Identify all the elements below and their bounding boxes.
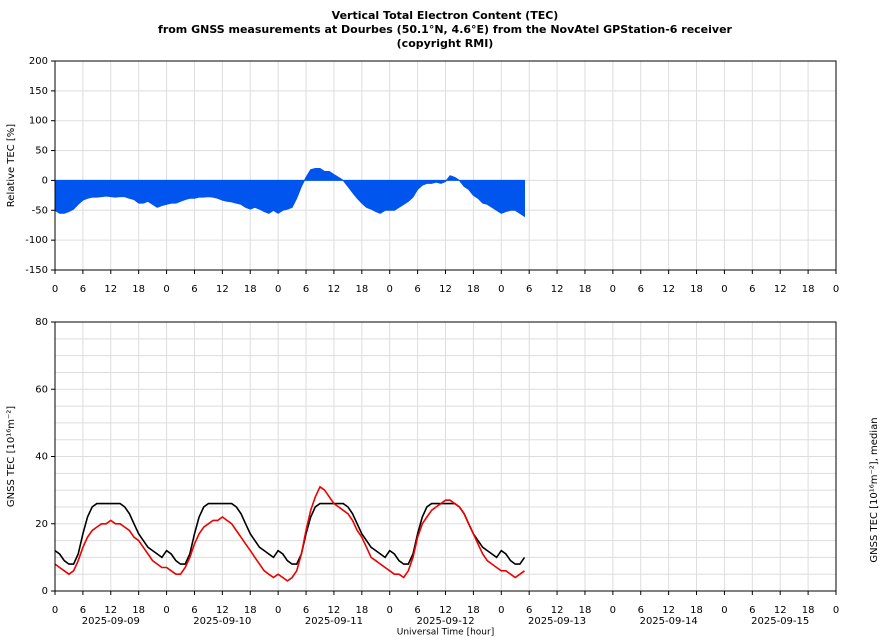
day-label: 2025-09-14 (640, 616, 698, 627)
x-tick-label: 18 (467, 284, 480, 295)
x-tick-label: 12 (662, 284, 675, 295)
y-tick-label: 200 (29, 56, 48, 67)
x-tick-label: 6 (638, 284, 644, 295)
day-label: 2025-09-10 (193, 616, 251, 627)
x-tick-label: 12 (328, 284, 341, 295)
x-tick-label: 6 (80, 284, 86, 295)
x-tick-label: 18 (802, 284, 815, 295)
x-tick-label: 18 (690, 284, 703, 295)
x-tick-label: 6 (80, 605, 86, 616)
y-tick-label: -100 (25, 235, 48, 246)
x-tick-label: 18 (244, 605, 257, 616)
day-label: 2025-09-11 (305, 616, 363, 627)
y-tick-label: 80 (35, 317, 48, 328)
y-tick-label: 60 (35, 384, 48, 395)
x-tick-label: 6 (303, 284, 309, 295)
x-tick-label: 0 (275, 605, 281, 616)
x-tick-label: 6 (191, 605, 197, 616)
x-tick-label: 12 (104, 284, 117, 295)
x-tick-label: 0 (275, 284, 281, 295)
y-tick-label: 50 (35, 146, 48, 157)
x-tick-label: 0 (721, 284, 727, 295)
x-tick-label: 12 (104, 605, 117, 616)
x-tick-label: 12 (216, 605, 229, 616)
x-tick-label: 0 (52, 284, 58, 295)
x-tick-label: 18 (467, 605, 480, 616)
x-tick-label: 12 (439, 284, 452, 295)
x-tick-label: 12 (328, 605, 341, 616)
x-tick-label: 18 (244, 284, 257, 295)
x-tick-label: 0 (163, 284, 169, 295)
y-tick-label: 100 (29, 116, 48, 127)
x-tick-label: 0 (52, 605, 58, 616)
x-tick-label: 0 (163, 605, 169, 616)
title-line: Vertical Total Electron Content (TEC) (332, 9, 559, 22)
day-label: 2025-09-13 (528, 616, 586, 627)
y2-axis-label: GNSS TEC [10¹⁶m⁻²], median (869, 417, 880, 562)
x-tick-label: 18 (579, 284, 592, 295)
x-tick-label: 0 (833, 605, 839, 616)
x-tick-label: 6 (191, 284, 197, 295)
x-tick-label: 6 (414, 284, 420, 295)
x-tick-label: 18 (690, 605, 703, 616)
x-tick-label: 18 (355, 284, 368, 295)
x-tick-label: 12 (662, 605, 675, 616)
y-tick-label: -150 (25, 265, 48, 276)
x-tick-label: 0 (833, 284, 839, 295)
title-line: (copyright RMI) (397, 37, 494, 50)
x-tick-label: 18 (132, 605, 145, 616)
x-tick-label: 0 (610, 605, 616, 616)
x-tick-label: 18 (132, 284, 145, 295)
day-label: 2025-09-15 (751, 616, 809, 627)
y-tick-label: 20 (35, 519, 48, 530)
x-tick-label: 6 (638, 605, 644, 616)
x-axis-label: Universal Time [hour] (397, 628, 494, 638)
x-tick-label: 6 (749, 284, 755, 295)
x-tick-label: 12 (774, 605, 787, 616)
title-line: from GNSS measurements at Dourbes (50.1°… (158, 23, 733, 36)
x-tick-label: 0 (721, 605, 727, 616)
day-label: 2025-09-12 (416, 616, 474, 627)
line (54, 502, 526, 565)
x-tick-label: 6 (303, 605, 309, 616)
y-tick-label: 0 (42, 586, 48, 597)
y-axis-label: GNSS TEC [10¹⁶m⁻²] (6, 406, 17, 507)
y-axis-label: Relative TEC [%] (6, 124, 17, 207)
x-tick-label: 0 (498, 284, 504, 295)
x-tick-label: 0 (387, 284, 393, 295)
y-tick-label: 150 (29, 86, 48, 97)
x-tick-label: 0 (610, 284, 616, 295)
x-tick-label: 12 (551, 605, 564, 616)
area (54, 168, 526, 218)
x-tick-label: 6 (526, 605, 532, 616)
plot-frame (54, 60, 837, 271)
x-tick-label: 6 (526, 284, 532, 295)
plot-frame (54, 321, 837, 592)
y-tick-label: -50 (32, 205, 48, 216)
x-tick-label: 6 (749, 605, 755, 616)
y-tick-label: 40 (35, 452, 48, 463)
x-tick-label: 0 (387, 605, 393, 616)
y-tick-label: 0 (42, 175, 48, 186)
line (54, 485, 525, 582)
x-tick-label: 12 (216, 284, 229, 295)
x-tick-label: 0 (498, 605, 504, 616)
x-tick-label: 12 (439, 605, 452, 616)
x-tick-label: 6 (414, 605, 420, 616)
x-tick-label: 12 (551, 284, 564, 295)
x-tick-label: 18 (579, 605, 592, 616)
day-label: 2025-09-09 (82, 616, 140, 627)
x-tick-label: 18 (802, 605, 815, 616)
x-tick-label: 12 (774, 284, 787, 295)
x-tick-label: 18 (355, 605, 368, 616)
